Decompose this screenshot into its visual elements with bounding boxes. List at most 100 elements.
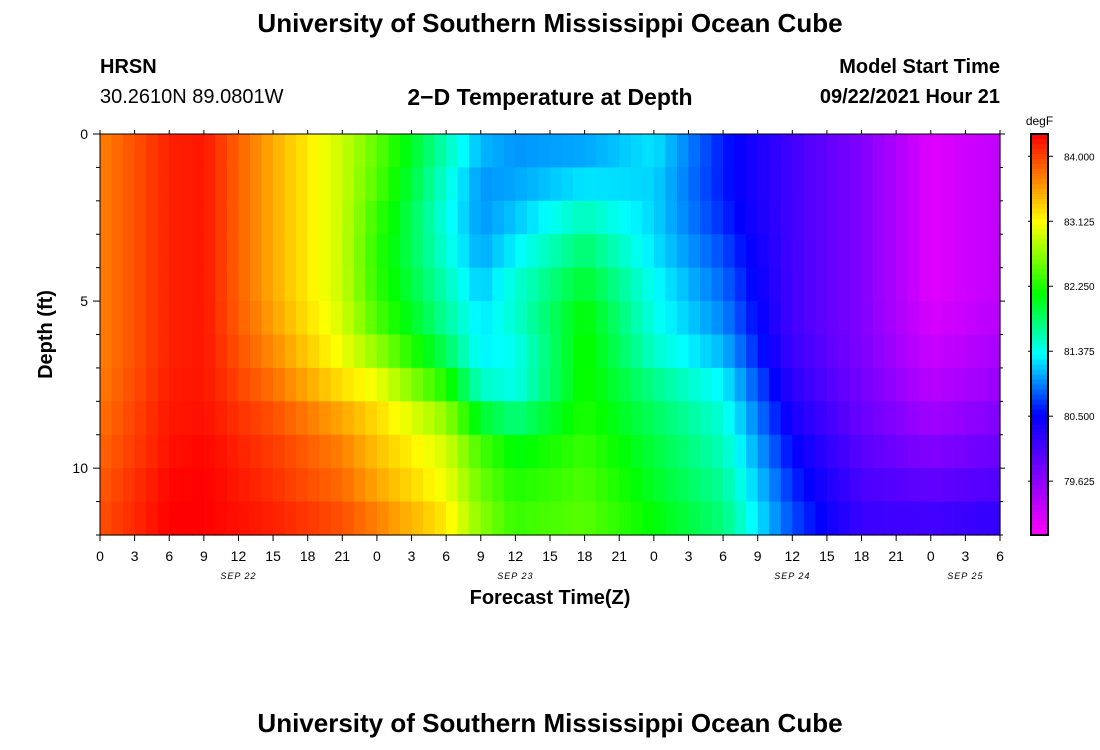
heatmap-cell: [953, 501, 966, 536]
heatmap-cell: [953, 468, 966, 503]
heatmap-cell: [596, 167, 609, 202]
colorbar-tick-label: 80.500: [1064, 412, 1095, 423]
heatmap-cell: [296, 234, 309, 269]
heatmap-cell: [826, 200, 840, 235]
heatmap-cell: [503, 401, 516, 436]
heatmap-cell: [780, 501, 793, 536]
heatmap-cell: [411, 334, 424, 369]
heatmap-cell: [653, 501, 666, 536]
heatmap-cell: [676, 134, 690, 169]
heatmap-cell: [988, 234, 1001, 269]
heatmap-cell: [423, 434, 436, 469]
heatmap-cell: [376, 367, 390, 402]
heatmap-cell: [261, 167, 274, 202]
colorbar-swatch: [1031, 514, 1048, 521]
heatmap-cell: [457, 334, 470, 369]
heatmap-cell: [215, 501, 228, 536]
heatmap-cell: [792, 301, 805, 336]
heatmap-cell: [896, 267, 909, 302]
heatmap-cell: [792, 501, 805, 536]
heatmap-cell: [653, 301, 666, 336]
heatmap-cell: [353, 134, 366, 169]
heatmap-cell: [734, 234, 747, 269]
heatmap-cell: [423, 401, 436, 436]
heatmap-cell: [757, 167, 770, 202]
heatmap-cell: [653, 200, 666, 235]
heatmap-cell: [226, 468, 240, 503]
heatmap-cell: [376, 167, 390, 202]
heatmap-cell: [134, 401, 147, 436]
heatmap-cell: [353, 434, 366, 469]
heatmap-cell: [803, 468, 816, 503]
heatmap-cell: [746, 200, 759, 235]
colorbar-swatch: [1031, 244, 1048, 250]
colorbar-swatch: [1031, 204, 1048, 210]
heatmap-cell: [250, 334, 263, 369]
temperature-depth-chart: 0 3 6 9 12 15 18 21 0 3 6 9 12 15 18 21 0 3 6 9 12 15 18 21 0 3 6 S…: [35, 114, 1095, 609]
heatmap-cell: [469, 301, 482, 336]
heatmap-cell: [700, 134, 713, 169]
heatmap-cell: [942, 234, 955, 269]
heatmap-cell: [157, 334, 170, 369]
heatmap-cell: [400, 200, 413, 235]
heatmap-cell: [769, 167, 782, 202]
colorbar-swatch: [1031, 194, 1048, 200]
heatmap-cell: [365, 267, 378, 302]
heatmap-cell: [353, 468, 366, 503]
heatmap-cell: [746, 401, 759, 436]
heatmap-cell: [665, 401, 678, 436]
heatmap-cell: [769, 367, 782, 402]
heatmap-cell: [457, 501, 470, 536]
x-tick-label: 3: [408, 548, 416, 564]
heatmap-cell: [700, 367, 713, 402]
heatmap-cell: [884, 301, 897, 336]
heatmap-cell: [815, 468, 828, 503]
heatmap-cell: [688, 301, 701, 336]
heatmap-cell: [273, 301, 286, 336]
heatmap-cell: [965, 367, 978, 402]
heatmap-cell: [561, 167, 574, 202]
heatmap-cell: [480, 501, 493, 536]
heatmap-cell: [584, 501, 597, 536]
colorbar-swatch: [1031, 454, 1048, 461]
heatmap-cell: [526, 367, 540, 402]
colorbar-swatch: [1031, 249, 1048, 255]
heatmap-cell: [480, 234, 493, 269]
colorbar-swatch: [1031, 434, 1048, 441]
heatmap-cell: [653, 167, 666, 202]
heatmap-cell: [169, 267, 182, 302]
heatmap-cell: [134, 434, 147, 469]
heatmap-cell: [446, 401, 459, 436]
heatmap-cell: [492, 167, 505, 202]
heatmap-cell: [861, 301, 874, 336]
heatmap-cell: [146, 468, 159, 503]
heatmap-cell: [492, 468, 505, 503]
heatmap-cell: [976, 267, 990, 302]
heatmap-cell: [226, 234, 240, 269]
colorbar-swatch: [1031, 294, 1048, 301]
x-tick-label: 0: [373, 548, 381, 564]
heatmap-cell: [850, 267, 863, 302]
colorbar-swatch: [1031, 464, 1048, 471]
colorbar-swatch: [1031, 274, 1048, 280]
heatmap-cell: [907, 367, 920, 402]
heatmap-cell: [388, 134, 401, 169]
heatmap-cell: [826, 134, 840, 169]
heatmap-cell: [965, 267, 978, 302]
heatmap-cell: [665, 200, 678, 235]
heatmap-cell: [526, 267, 540, 302]
heatmap-cell: [919, 167, 932, 202]
heatmap-cell: [250, 134, 263, 169]
date-label: SEP 23: [497, 571, 533, 581]
heatmap-cell: [273, 134, 286, 169]
heatmap-cell: [734, 267, 747, 302]
heatmap-cell: [446, 167, 459, 202]
heatmap-cell: [976, 134, 990, 169]
x-tick-label: 6: [719, 548, 727, 564]
heatmap-cell: [203, 468, 216, 503]
heatmap-cell: [411, 167, 424, 202]
heatmap-cell: [365, 434, 378, 469]
heatmap-cell: [146, 200, 159, 235]
heatmap-cell: [492, 200, 505, 235]
heatmap-cell: [515, 334, 528, 369]
